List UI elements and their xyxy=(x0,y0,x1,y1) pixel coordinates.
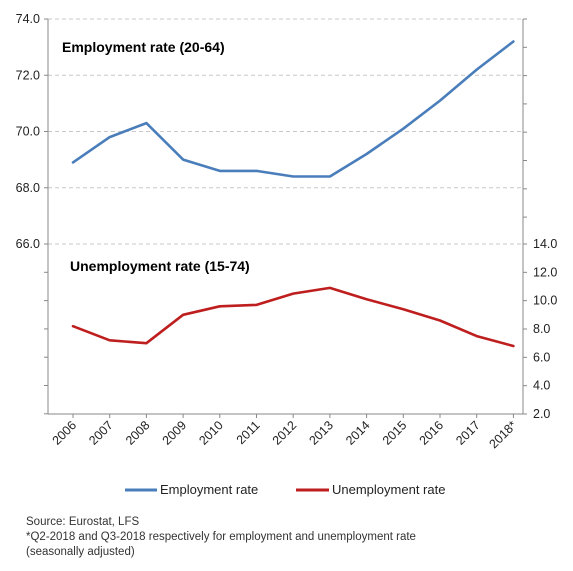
footer: Source: Eurostat, LFS *Q2-2018 and Q3-20… xyxy=(26,515,566,560)
x-tick-label: 2013 xyxy=(306,418,336,448)
source-note: Source: Eurostat, LFS xyxy=(26,516,140,528)
right-tick-label: 4.0 xyxy=(533,379,550,393)
right-tick-label: 8.0 xyxy=(533,322,550,336)
footnote-continued: (seasonally adjusted) xyxy=(26,546,135,558)
right-tick-label: 12.0 xyxy=(533,265,557,279)
right-tick-label: 10.0 xyxy=(533,294,557,308)
unemployment-line xyxy=(71,286,515,348)
right-tick-label: 14.0 xyxy=(533,237,557,251)
legend: Employment rate Unemployment rate xyxy=(125,482,445,497)
x-tick-label: 2009 xyxy=(160,418,190,448)
left-tick-label: 72.0 xyxy=(16,68,40,82)
x-tick-label: 2016 xyxy=(417,418,447,448)
chart: 74.0 72.0 70.0 68.0 66.0 14.0 12.0 10.0 8.0 6.0 4.… xyxy=(16,12,558,497)
x-tick-label: 2014 xyxy=(343,418,373,448)
x-tick-label: 2008 xyxy=(123,418,153,448)
legend-unemployment-label: Unemployment rate xyxy=(332,482,445,497)
series-lines xyxy=(71,40,515,348)
footnote: *Q2-2018 and Q3-2018 respectively for em… xyxy=(26,531,416,543)
left-tick-label: 68.0 xyxy=(16,181,40,195)
axes xyxy=(44,18,527,418)
right-tick-label: 6.0 xyxy=(533,350,550,364)
left-tick-label: 66.0 xyxy=(16,237,40,251)
x-tick-label: 2007 xyxy=(86,418,116,448)
x-tick-label: 2018* xyxy=(487,418,520,451)
employment-line xyxy=(71,40,515,178)
x-tick-label: 2011 xyxy=(234,418,263,447)
x-tick-label: 2015 xyxy=(380,418,410,448)
unemployment-panel-title: Unemployment rate (15-74) xyxy=(70,258,250,274)
tick-labels: 74.0 72.0 70.0 68.0 66.0 14.0 12.0 10.0 8.0 6.0 4.… xyxy=(16,12,558,451)
employment-panel-title: Employment rate (20-64) xyxy=(62,39,225,55)
x-tick-label: 2010 xyxy=(196,418,226,448)
x-tick-label: 2012 xyxy=(270,418,300,448)
left-tick-label: 74.0 xyxy=(16,12,40,26)
x-tick-label: 2017 xyxy=(453,418,483,448)
x-tick-label: 2006 xyxy=(50,418,80,448)
left-tick-label: 70.0 xyxy=(16,125,40,139)
legend-employment-label: Employment rate xyxy=(160,482,258,497)
right-tick-label: 2.0 xyxy=(533,407,550,421)
